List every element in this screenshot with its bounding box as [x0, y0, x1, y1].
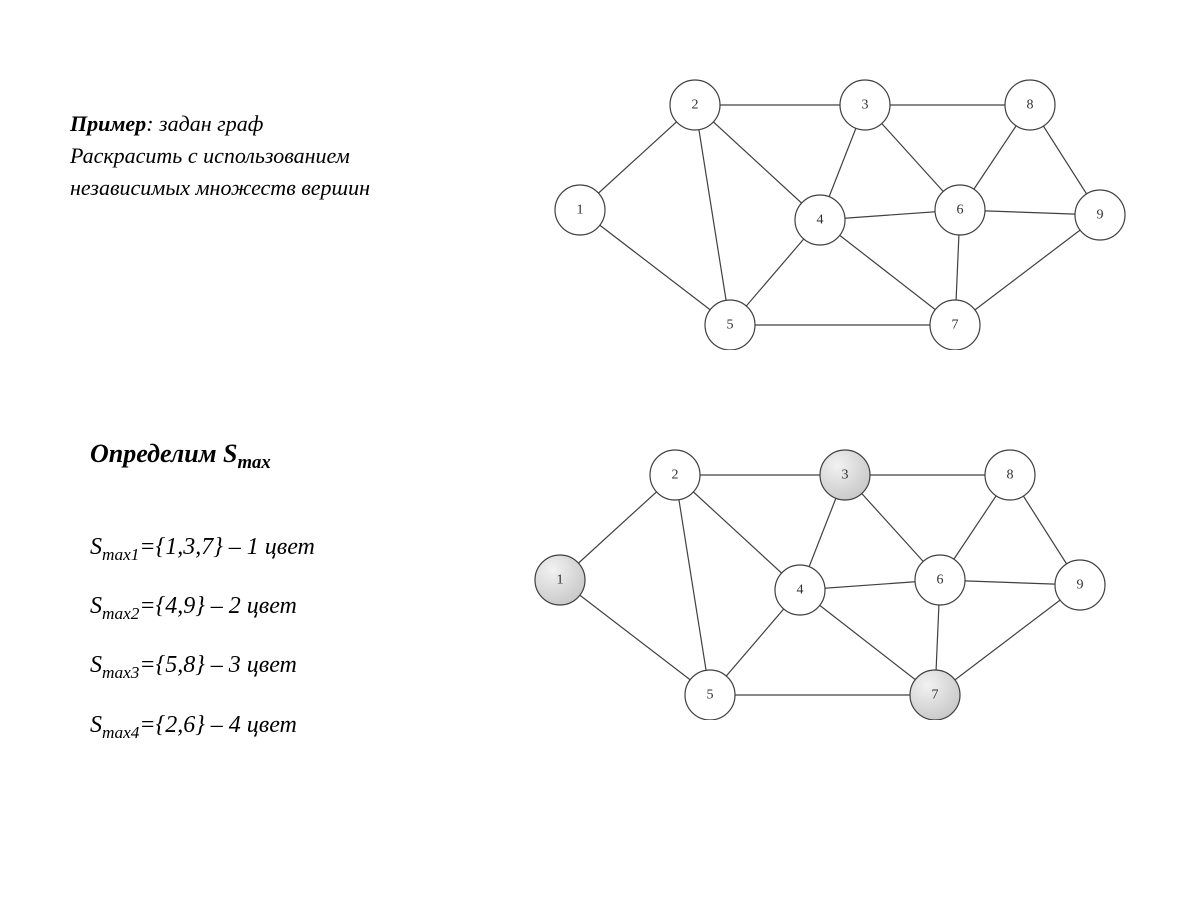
s4-rest: ={2,6} – 4 цвет — [139, 712, 296, 738]
set-row-3: Smax3={5,8} – 3 цвет — [90, 648, 315, 692]
graph-node-label: 5 — [727, 318, 734, 333]
page: Пример: задан граф Раскрасить с использо… — [0, 0, 1200, 900]
graph-edge — [675, 475, 710, 695]
example-label: Пример — [70, 111, 146, 136]
s4-sub: max4 — [102, 722, 139, 741]
s3-sub: max3 — [102, 663, 139, 682]
graph-node-label: 3 — [862, 98, 869, 113]
s2-rest: ={4,9} – 2 цвет — [139, 593, 296, 619]
graph-bottom: 1 2 3 4 5 6 7 8 9 — [500, 420, 1140, 720]
example-text-block: Пример: задан граф Раскрасить с использо… — [70, 108, 370, 204]
graph-node-label: 9 — [1077, 578, 1084, 593]
set-row-4: Smax4={2,6} – 4 цвет — [90, 708, 315, 752]
graph-node-label: 7 — [952, 318, 959, 333]
graph-node-label: 3 — [842, 468, 849, 483]
example-rest: : задан граф — [146, 111, 263, 136]
graph-node-label: 9 — [1097, 208, 1104, 223]
graph-node-label: 1 — [577, 203, 584, 218]
graph-node-label: 8 — [1007, 468, 1014, 483]
graph-edge — [935, 585, 1080, 695]
define-sub: max — [238, 452, 271, 473]
independent-sets-list: Smax1={1,3,7} – 1 цвет Smax2={4,9} – 2 ц… — [90, 530, 315, 752]
graph-node-label: 4 — [817, 213, 824, 228]
graph-node-label: 6 — [957, 203, 964, 218]
graph-edge — [580, 210, 730, 325]
graph-node-label: 1 — [557, 573, 564, 588]
graph-node-label: 8 — [1027, 98, 1034, 113]
s2-sub: max2 — [102, 604, 139, 623]
s3-pre: S — [90, 652, 102, 678]
s3-rest: ={5,8} – 3 цвет — [139, 652, 296, 678]
graph-node-label: 7 — [932, 688, 939, 703]
graph-node-label: 6 — [937, 573, 944, 588]
example-line2: Раскрасить с использованием — [70, 140, 370, 172]
graph-node-label: 4 — [797, 583, 804, 598]
graph-node-label: 2 — [692, 98, 699, 113]
example-line1: Пример: задан граф — [70, 108, 370, 140]
example-line3: независимых множеств вершин — [70, 172, 370, 204]
define-prefix: Определим S — [90, 439, 238, 468]
set-row-1: Smax1={1,3,7} – 1 цвет — [90, 530, 315, 574]
graph-edge — [800, 590, 935, 695]
s1-pre: S — [90, 534, 102, 560]
s1-sub: max1 — [102, 545, 139, 564]
define-heading: Определим Smax — [90, 435, 271, 476]
graph-edge — [820, 220, 955, 325]
graph-node-label: 5 — [707, 688, 714, 703]
s4-pre: S — [90, 712, 102, 738]
graph-edge — [955, 215, 1100, 325]
s2-pre: S — [90, 593, 102, 619]
graph-edge — [695, 105, 730, 325]
s1-rest: ={1,3,7} – 1 цвет — [139, 534, 314, 560]
graph-edge — [560, 580, 710, 695]
set-row-2: Smax2={4,9} – 2 цвет — [90, 589, 315, 633]
graph-node-label: 2 — [672, 468, 679, 483]
graph-top: 1 2 3 4 5 6 7 8 9 — [520, 50, 1160, 350]
